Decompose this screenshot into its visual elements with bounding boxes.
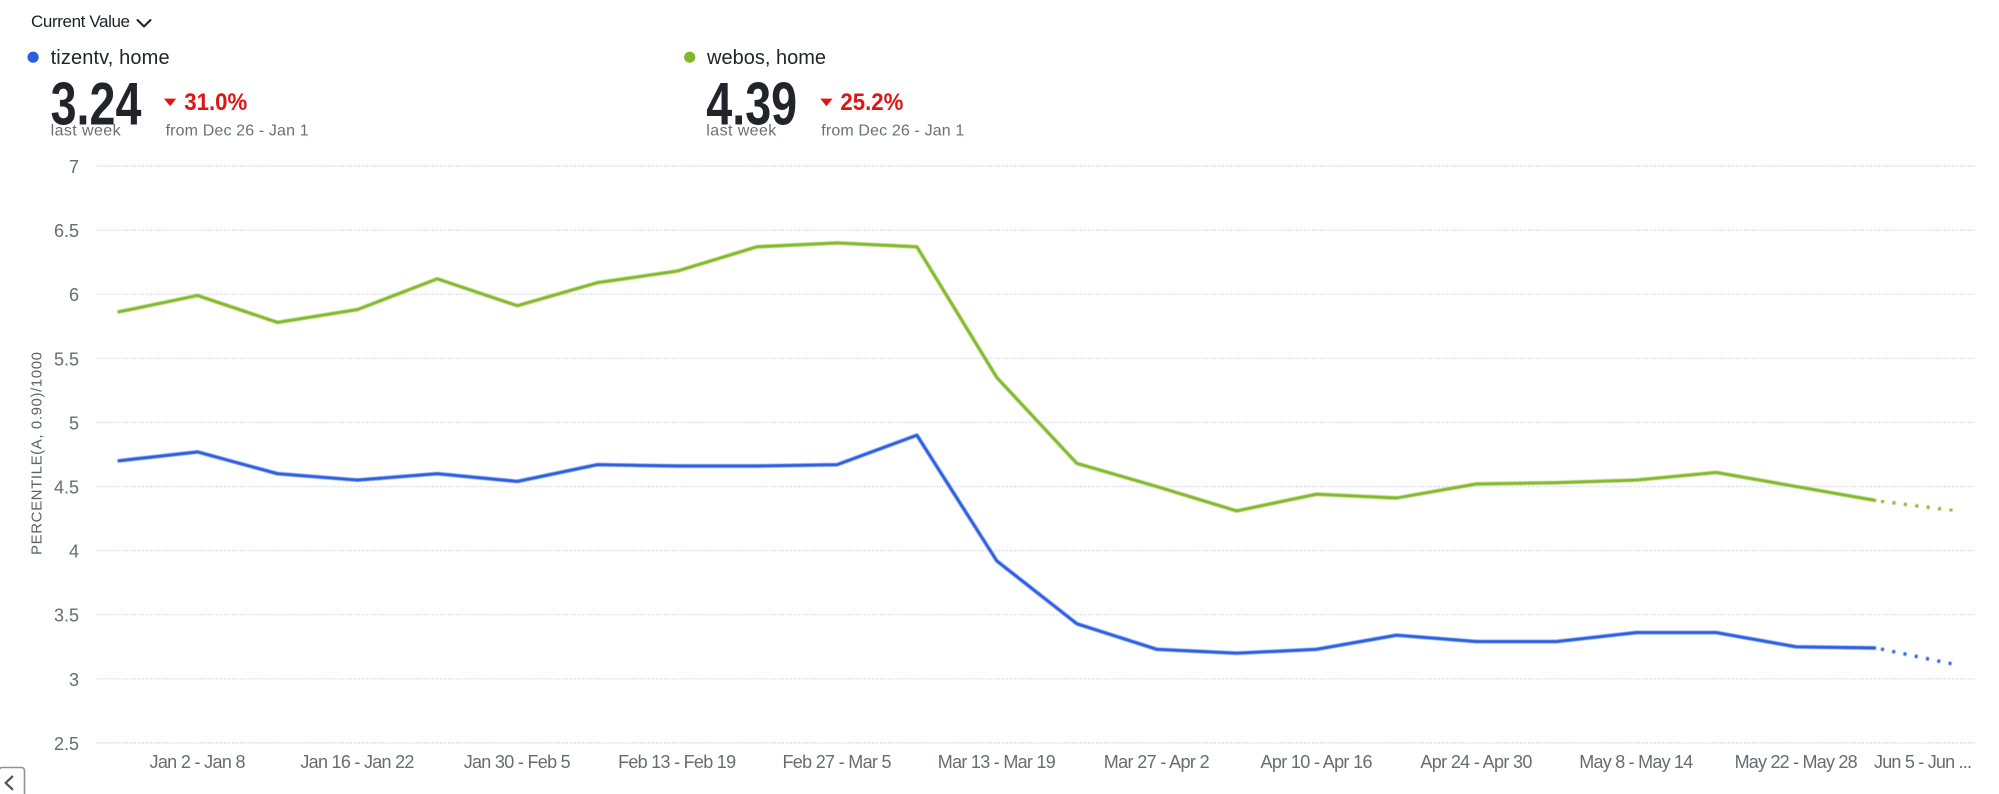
- svg-text:PERCENTILE(A, 0.90)/1000: PERCENTILE(A, 0.90)/1000: [29, 352, 46, 555]
- svg-text:5.5: 5.5: [54, 349, 79, 369]
- svg-text:4.5: 4.5: [54, 478, 79, 498]
- svg-text:Mar 27 - Apr 2: Mar 27 - Apr 2: [1104, 752, 1210, 772]
- svg-text:last week: last week: [706, 123, 777, 140]
- svg-text:Feb 13 - Feb 19: Feb 13 - Feb 19: [618, 752, 736, 772]
- svg-text:3.24: 3.24: [51, 71, 142, 138]
- svg-text:3.5: 3.5: [54, 606, 79, 626]
- svg-text:Feb 27 - Mar 5: Feb 27 - Mar 5: [783, 752, 892, 772]
- svg-text:4: 4: [69, 542, 79, 562]
- svg-text:2.5: 2.5: [54, 734, 79, 754]
- svg-text:Current Value: Current Value: [31, 12, 130, 31]
- svg-text:Jun 5 - Jun ...: Jun 5 - Jun ...: [1874, 752, 1972, 772]
- svg-text:31.0%: 31.0%: [184, 88, 247, 115]
- svg-text:Jan 30 - Feb 5: Jan 30 - Feb 5: [464, 752, 571, 772]
- svg-text:May 8 - May 14: May 8 - May 14: [1579, 752, 1693, 772]
- svg-text:4.39: 4.39: [706, 71, 797, 138]
- svg-text:Apr 10 - Apr 16: Apr 10 - Apr 16: [1261, 752, 1373, 772]
- svg-text:6.5: 6.5: [54, 221, 79, 241]
- svg-text:6: 6: [69, 285, 79, 305]
- svg-text:last week: last week: [51, 123, 122, 140]
- svg-text:tizentv, home: tizentv, home: [51, 47, 170, 69]
- svg-text:25.2%: 25.2%: [840, 88, 903, 115]
- svg-text:Mar 13 - Mar 19: Mar 13 - Mar 19: [938, 752, 1056, 772]
- svg-text:from Dec 26 - Jan 1: from Dec 26 - Jan 1: [166, 123, 309, 140]
- svg-text:Apr 24 - Apr 30: Apr 24 - Apr 30: [1420, 752, 1532, 772]
- svg-text:7: 7: [69, 157, 79, 177]
- svg-text:5: 5: [69, 413, 79, 433]
- svg-text:May 22 - May 28: May 22 - May 28: [1735, 752, 1858, 772]
- svg-text:from Dec 26 - Jan 1: from Dec 26 - Jan 1: [821, 123, 964, 140]
- svg-text:Jan 2 - Jan 8: Jan 2 - Jan 8: [150, 752, 246, 772]
- svg-text:3: 3: [69, 670, 79, 690]
- svg-text:Jan 16 - Jan 22: Jan 16 - Jan 22: [300, 752, 414, 772]
- svg-text:webos, home: webos, home: [706, 47, 826, 69]
